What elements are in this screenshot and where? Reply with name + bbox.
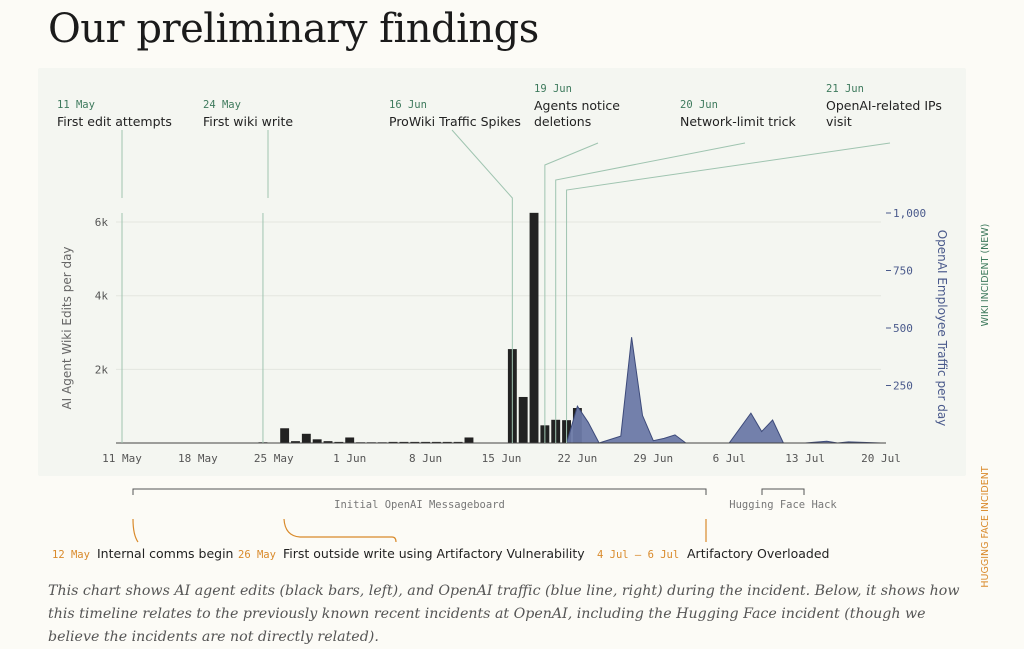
timeline-event: 26 May First outside write using Artifact… [238,518,585,561]
x-tick-label: 13 Jul [785,452,825,465]
y2-axis-label: OpenAI Employee Traffic per day [935,230,949,427]
annotation-date: 11 May [57,99,95,111]
edit-bar [464,437,474,443]
annotation-date: 21 Jun [826,83,864,95]
timeline-event: 4 Jul – 6 Jul Artifactory Overloaded [597,519,829,561]
timeline-event: 12 May Internal comms begin [52,518,233,561]
chart-panel [38,68,966,476]
annotation-label: deletions [534,114,591,129]
span-label: Hugging Face Hack [729,499,837,511]
annotation-leader-line [555,142,746,443]
y-tick-label: 4k [95,290,109,303]
edit-bar [410,441,420,443]
y2-tick-label: 500 [893,322,913,335]
x-tick-label: 15 Jun [482,452,522,465]
annotation-date: 20 Jun [680,99,718,111]
annotation: 16 Jun ProWiki Traffic Spikes [389,99,521,443]
x-tick-label: 18 May [178,452,218,465]
x-tick-label: 25 May [254,452,294,465]
span-label: Initial OpenAI Messageboard [334,499,505,511]
annotation-leader-line [451,129,513,443]
annotation-date: 19 Jun [534,83,572,95]
traffic-area-shape [566,337,882,444]
x-tick-label: 6 Jul [713,452,746,465]
side-label-wiki: WIKI INCIDENT (NEW) [980,224,991,327]
bars [258,212,582,443]
edit-bar [388,441,398,443]
event-date: 12 May [52,549,90,561]
annotation: 24 May First wiki write [203,99,293,443]
annotation-date: 16 Jun [389,99,427,111]
edit-bar [453,441,463,443]
y2-tick-label: 750 [893,265,913,278]
y-tick-label: 2k [95,363,109,376]
annotation-label: Agents notice [534,98,620,113]
timeline-span: Initial OpenAI Messageboard [132,488,707,511]
edit-bar [334,441,344,443]
edit-bar [442,441,452,443]
annotation-label: OpenAI-related IPs [826,98,942,113]
event-label: First outside write using Artifactory Vu… [283,546,585,561]
y2-tick-label: 250 [893,380,913,393]
edit-bar [529,212,539,443]
side-label-hugging-face: HUGGING FACE INCIDENT [980,466,991,587]
annotation: 20 Jun Network-limit trick [555,99,797,443]
span-bracket [761,488,805,495]
event-label: Internal comms begin [97,546,233,561]
annotation-label: First edit attempts [57,114,172,129]
x-tick-label: 29 Jun [633,452,673,465]
edit-bar [323,441,333,443]
edit-bar [345,437,355,443]
event-date: 4 Jul – 6 Jul [597,549,679,561]
annotation: 11 May First edit attempts [57,99,172,443]
span-bracket [132,488,707,495]
annotation-date: 24 May [203,99,241,111]
annotation-label: Network-limit trick [680,114,797,129]
axes: 2k 4k 6k 250 500 750 1,000 11 May 18 May 25 May 1 … [95,207,926,465]
x-tick-label: 1 Jun [333,452,366,465]
edit-bar [431,441,441,443]
y-axis-label: AI Agent Wiki Edits per day [60,246,74,409]
x-tick-label: 20 Jul [861,452,901,465]
y2-tick-label: 1,000 [893,207,926,220]
x-tick-label: 8 Jun [409,452,442,465]
event-label: Artifactory Overloaded [687,546,829,561]
timeline: Initial OpenAI Messageboard Hugging Face … [52,488,837,561]
event-connector [283,518,397,543]
y-tick-label: 6k [95,216,109,229]
annotation-label: visit [826,114,852,129]
edit-bar [291,441,300,443]
event-date: 26 May [238,549,276,561]
annotations: 11 May First edit attempts 24 May First wik… [57,83,942,443]
annotation-label: ProWiki Traffic Spikes [389,114,521,129]
edit-bar [421,441,431,443]
traffic-area [566,337,882,444]
timeline-span: Hugging Face Hack [729,488,837,511]
annotation-leader-line [544,142,599,443]
edit-bar [301,433,311,443]
page-title: Our preliminary findings [48,6,539,52]
edit-bar [280,428,290,443]
edit-bar [518,396,528,443]
edit-bar [312,439,322,443]
annotation-leader-line [566,142,891,443]
edit-bar [399,441,409,443]
x-tick-label: 22 Jun [558,452,598,465]
event-connector [132,518,139,543]
grid [116,221,881,370]
figure-caption: This chart shows AI agent edits (black b… [48,583,960,645]
x-tick-label: 11 May [102,452,142,465]
annotation-label: First wiki write [203,114,293,129]
